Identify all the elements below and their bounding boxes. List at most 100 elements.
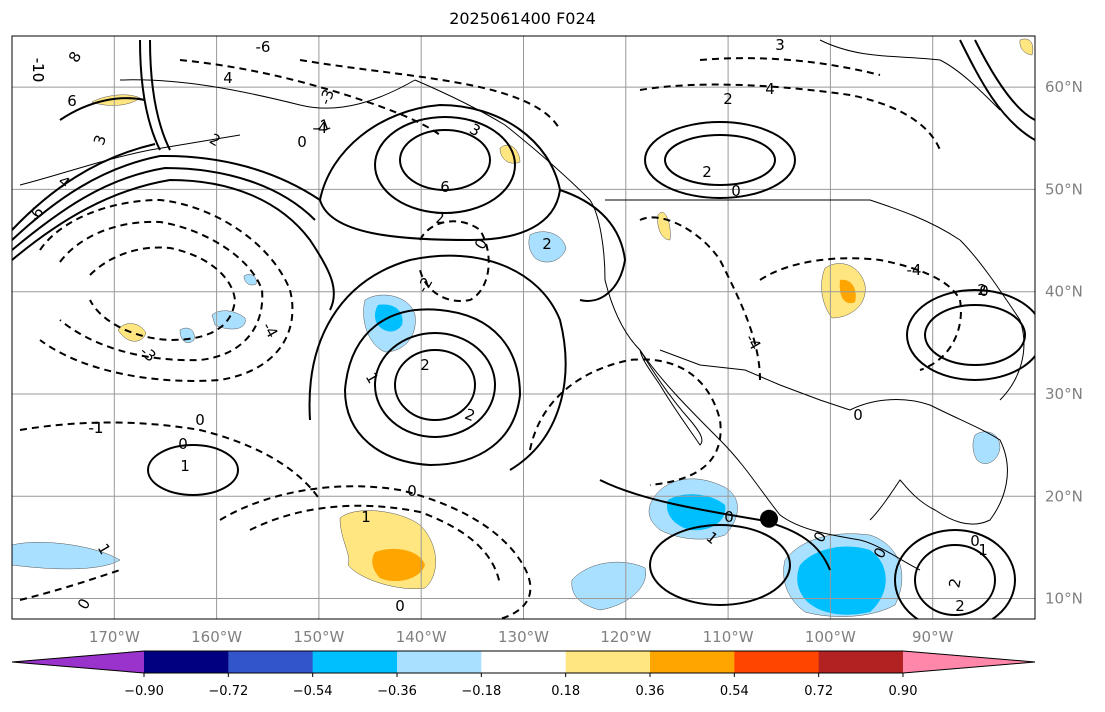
contour-value-label: 0 (407, 482, 417, 500)
contour-value-label: 1 (180, 457, 190, 475)
contour-value-label: 0 (731, 182, 741, 200)
gridlines (12, 36, 1035, 619)
contour-line (179, 59, 441, 136)
colorbar-tick-label: −0.18 (461, 684, 501, 699)
colorbar-segment (734, 651, 820, 673)
contour-line (894, 529, 1016, 619)
colorbar-segment (481, 651, 567, 673)
contour-line (374, 332, 496, 438)
hudson-bay-area (819, 39, 1001, 111)
contour-value-label: 2 (435, 209, 445, 227)
contour-line (419, 220, 490, 302)
contour-value-label: -6 (256, 38, 271, 56)
colorbar-extend-min (12, 651, 144, 673)
contour-line (249, 504, 501, 586)
contour-value-label: -10 (29, 58, 47, 83)
negative-anomaly-core (797, 546, 886, 615)
longitude-tick-label: 120°W (600, 628, 651, 646)
contour-line (39, 198, 294, 382)
colorbar-tick-label: 0.18 (551, 684, 580, 699)
colorbar-tick-label: 0.90 (889, 684, 918, 699)
contour-line (12, 154, 321, 241)
gulf-of-mexico-coast (849, 399, 1008, 525)
contour-line (374, 116, 516, 214)
latitude-tick-label: 60°N (1045, 78, 1083, 96)
contour-value-label: 0 (297, 133, 307, 151)
colorbar-extend-max (903, 651, 1035, 673)
negative-contours (19, 57, 962, 619)
longitude-tick-label: 110°W (703, 628, 754, 646)
contour-line (399, 129, 491, 191)
contour-value-label: 1 (978, 541, 988, 559)
positive-anomaly-core (372, 548, 425, 582)
contour-line (149, 39, 171, 151)
contour-line (559, 189, 627, 302)
coastlines (19, 39, 1025, 571)
contour-line (664, 134, 776, 186)
contour-line (12, 143, 156, 231)
contour-line (19, 569, 121, 601)
longitude-tick-label: 160°W (191, 628, 242, 646)
contour-line (89, 246, 237, 342)
contour-line (759, 257, 962, 371)
colorbar-tick-label: −0.90 (124, 684, 164, 699)
contour-line (914, 544, 996, 616)
longitude-tick-label: 150°W (293, 628, 344, 646)
contour-value-label: 2 (702, 163, 712, 181)
contour-value-label: 0 (853, 406, 863, 424)
storm-center-marker (760, 509, 779, 528)
latitude-tick-label: 50°N (1045, 180, 1083, 198)
contour-value-label: 0 (178, 435, 188, 453)
contour-value-label: 6 (440, 178, 450, 196)
contour-line (959, 39, 1035, 141)
colorbar-segment (397, 651, 482, 673)
colorbar-tick-label: −0.36 (377, 684, 417, 699)
contour-value-label: -1 (89, 419, 104, 437)
colorbar-segment (312, 651, 398, 673)
latitude-tick-label: 30°N (1045, 385, 1083, 403)
contour-line (147, 444, 239, 496)
contour-line (644, 121, 796, 199)
contour-value-label: -1 (313, 115, 333, 137)
positive-contours (12, 39, 1035, 619)
positive-anomaly-area (1019, 38, 1034, 56)
contour-value-label: 0 (979, 282, 989, 300)
aleutian-islands (19, 134, 241, 186)
contour-value-label: 1 (361, 508, 371, 526)
contour-value-label: -1 (89, 419, 104, 437)
contour-line (12, 178, 335, 311)
contour-value-label: 0 (195, 411, 205, 429)
negative-anomaly-area (243, 274, 257, 286)
negative-anomaly-area (571, 561, 647, 611)
contour-line (639, 216, 761, 381)
map-title: 2025061400 F024 (449, 9, 596, 28)
contour-value-label: 4 (223, 69, 233, 87)
contour-line (318, 103, 562, 242)
longitude-tick-label: 100°W (805, 628, 856, 646)
contour-line (299, 59, 561, 131)
contour-line (599, 479, 831, 571)
negative-anomaly-area (528, 231, 567, 263)
contour-value-label: 0 (970, 532, 980, 550)
latitude-labels: 60°N 50°N 40°N 30°N 20°N 10°N (1045, 78, 1083, 607)
longitude-tick-label: 90°W (912, 628, 954, 646)
contour-value-label: 0 (724, 508, 734, 526)
contour-value-label: 6 (67, 92, 77, 110)
longitude-tick-label: 130°W (498, 628, 549, 646)
colorbar-tick-label: 0.54 (720, 684, 749, 699)
contour-line (308, 254, 567, 471)
baja-california (639, 349, 703, 446)
contour-value-label: 2 (420, 356, 430, 374)
colorbar-segment (565, 651, 651, 673)
latitude-tick-label: 10°N (1045, 590, 1083, 608)
colorbar: −0.90 −0.72 −0.54 −0.36 −0.18 0.18 0.36 0.54 0.7… (11, 650, 1036, 699)
contour-value-label: 2 (977, 281, 987, 299)
contour-line (19, 421, 321, 501)
latitude-tick-label: 20°N (1045, 487, 1083, 505)
colorbar-tick-label: 0.72 (804, 684, 833, 699)
contour-line (906, 289, 1035, 381)
contour-value-label: 2 (945, 577, 964, 590)
contour-line (974, 39, 1035, 121)
north-america-west-coast (414, 79, 921, 571)
